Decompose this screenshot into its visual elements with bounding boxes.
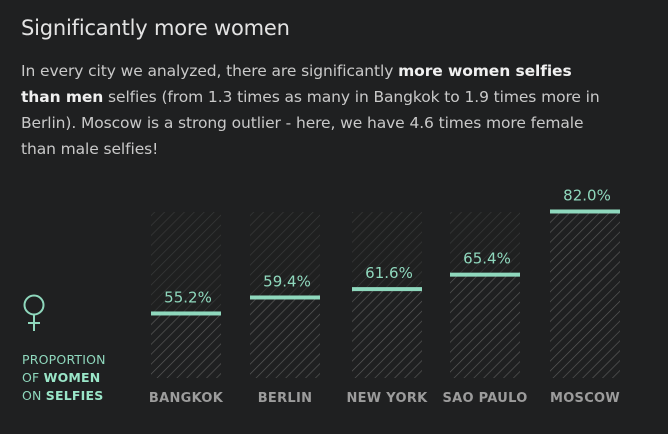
category-label: BANGKOK <box>149 391 224 406</box>
bar-upper-shade <box>450 212 520 275</box>
legend-line-3-prefix: ON <box>22 388 46 403</box>
bar-value-label: 82.0% <box>563 186 611 204</box>
chart-title: Significantly more women <box>21 16 290 40</box>
legend-line-3-bold: SELFIES <box>45 388 104 403</box>
legend-line-1: PROPORTION <box>22 352 106 367</box>
bar-value-marker <box>151 311 221 316</box>
bar-upper-shade <box>151 212 221 314</box>
legend-line-2-bold: WOMEN <box>43 370 101 385</box>
bar-background <box>550 212 620 378</box>
legend-line-3: ON SELFIES <box>22 387 106 405</box>
category-label: BERLIN <box>258 391 313 406</box>
bar-value-label: 59.4% <box>263 272 311 290</box>
category-label: MOSCOW <box>550 391 620 406</box>
bar-upper-shade <box>352 212 422 290</box>
axis-legend: PROPORTION OF WOMEN ON SELFIES <box>22 351 106 405</box>
category-label: NEW YORK <box>346 391 428 406</box>
description-text-2: selfies (from 1.3 times as many in Bangk… <box>21 88 600 158</box>
female-symbol-icon <box>23 294 45 331</box>
bar-value-marker <box>450 272 520 277</box>
bar-value-label: 61.6% <box>365 264 413 282</box>
bar-value-label: 55.2% <box>164 288 212 306</box>
description-highlight: more women selfies than men <box>21 62 572 106</box>
bar-value-marker <box>550 209 620 214</box>
bar-upper-shade <box>250 212 320 298</box>
description-text-1: In every city we analyzed, there are sig… <box>21 62 399 80</box>
legend-line-2-prefix: OF <box>22 370 44 385</box>
bar-value-label: 65.4% <box>463 250 511 268</box>
category-label: SAO PAULO <box>442 391 527 406</box>
bars-group: 55.2% BANGKOK 59.4% BERLIN 61.6% NEW YORK 65.4… <box>149 186 620 406</box>
legend-line-2: OF WOMEN <box>22 369 106 387</box>
bar-value-marker <box>352 287 422 292</box>
chart-description: In every city we analyzed, there are sig… <box>21 58 606 162</box>
bar-value-marker <box>250 295 320 300</box>
